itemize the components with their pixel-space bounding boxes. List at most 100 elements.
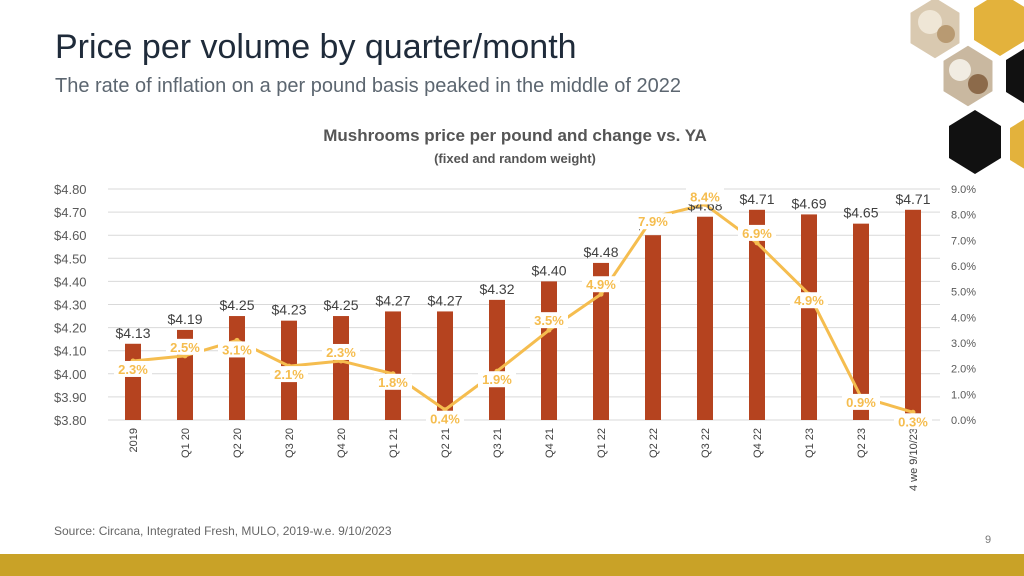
hexagon-cluster-icon (907, 0, 1024, 174)
line-value-label: 1.9% (482, 372, 512, 387)
line-value-label: 1.8% (378, 375, 408, 390)
bar-value-label: $4.71 (739, 191, 774, 207)
x-tick-label: Q1 20 (180, 428, 192, 458)
bar (385, 311, 401, 420)
x-tick-label: Q1 22 (596, 428, 608, 458)
line-point (754, 240, 760, 246)
page-subtitle: The rate of inflation on a per pound bas… (55, 75, 681, 97)
source-note: Source: Circana, Integrated Fresh, MULO,… (54, 524, 392, 538)
mushroom-cap-icon (918, 10, 942, 34)
x-tick-label: 2019 (128, 428, 140, 452)
chart-title: Mushrooms price per pound and change vs.… (323, 126, 707, 145)
bar (489, 299, 505, 420)
bar (905, 209, 921, 420)
line-label-box (686, 188, 724, 205)
bar (645, 235, 661, 420)
x-tick-label: 4 we 9/10/23 (908, 428, 920, 491)
x-tick-label: Q4 21 (544, 428, 556, 458)
bar-value-label: $4.27 (427, 292, 462, 308)
bar (853, 223, 869, 420)
bar (749, 209, 765, 420)
x-tick-label: Q3 22 (700, 428, 712, 458)
x-tick-label: Q2 23 (856, 428, 868, 458)
line-value-label: 2.5% (170, 340, 200, 355)
change-vs-ya-line (132, 202, 914, 414)
bar-value-label: $4.69 (791, 195, 826, 211)
page-title: Price per volume by quarter/month (55, 28, 577, 66)
x-tick-label: Q1 21 (388, 428, 400, 458)
y2-tick-label: 6.0% (951, 261, 976, 273)
y-tick-label: $4.70 (54, 205, 87, 220)
bar-value-label: $4.40 (531, 262, 566, 278)
y2-tick-label: 5.0% (951, 287, 976, 299)
page-number: 9 (985, 534, 992, 546)
y-tick-label: $4.00 (54, 367, 87, 382)
line-label-box (634, 213, 672, 230)
y-tick-label: $4.10 (54, 344, 87, 359)
line-point (598, 291, 604, 297)
x-tick-label: Q3 21 (492, 428, 504, 458)
y-tick-label: $4.80 (54, 182, 87, 197)
y2-tick-label: 4.0% (951, 312, 976, 324)
line-value-label: 8.4% (690, 189, 720, 204)
line-label-box (738, 224, 776, 241)
x-tick-label: Q4 22 (752, 428, 764, 458)
bar (333, 316, 349, 420)
line-value-label: 0.3% (898, 414, 928, 429)
line-label-box (426, 410, 464, 427)
line-label-box (322, 343, 360, 360)
line-label-box (374, 373, 412, 390)
hexagon-gold-icon (974, 0, 1024, 56)
x-tick-label: Q4 20 (336, 428, 348, 458)
line-value-label: 3.1% (222, 342, 252, 357)
line-value-label: 2.3% (326, 345, 356, 360)
hexagon-dark-icon (949, 110, 1001, 174)
line-point (546, 327, 552, 333)
line-value-label: 6.9% (742, 226, 772, 241)
line-value-label: 4.9% (794, 293, 824, 308)
footer-bar (0, 554, 1024, 576)
mushroom-cap-icon (968, 74, 988, 94)
bar-value-label: $4.25 (323, 297, 358, 313)
hexagon-gold-icon (1010, 119, 1024, 169)
chart-subtitle: (fixed and random weight) (434, 151, 596, 166)
bar-value-label: $4.13 (115, 325, 150, 341)
bar-value-label: $4.71 (895, 191, 930, 207)
line-label-box (530, 312, 568, 329)
y2-tick-label: 9.0% (951, 184, 976, 196)
bar-value-label: $4.23 (271, 302, 306, 318)
line-value-label: 7.9% (638, 214, 668, 229)
line-label-box (270, 366, 308, 383)
y-tick-label: $3.80 (54, 413, 87, 428)
x-tick-label: Q2 22 (648, 428, 660, 458)
line-label-box (478, 371, 516, 388)
line-value-label: 2.1% (274, 367, 304, 382)
line-label-box (166, 338, 204, 355)
bar (437, 311, 453, 420)
line-value-label: 4.9% (586, 277, 616, 292)
y-tick-label: $4.40 (54, 274, 87, 289)
bar-value-label: $4.25 (219, 297, 254, 313)
x-tick-label: Q2 20 (232, 428, 244, 458)
bar (801, 214, 817, 420)
bar (697, 216, 713, 420)
line-label-box (842, 393, 880, 410)
bar-value-label: $4.65 (843, 205, 878, 221)
y-tick-label: $4.60 (54, 228, 87, 243)
y2-tick-label: 3.0% (951, 338, 976, 350)
bar-value-label: $4.32 (479, 281, 514, 297)
line-value-label: 0.9% (846, 395, 876, 410)
y2-tick-label: 0.0% (951, 415, 976, 427)
line-label-box (790, 292, 828, 309)
line-value-label: 2.3% (118, 362, 148, 377)
x-tick-label: Q3 20 (284, 428, 296, 458)
y-tick-label: $4.30 (54, 298, 87, 313)
line-value-label: 3.5% (534, 313, 564, 328)
y-tick-label: $4.20 (54, 321, 87, 336)
hexagon-dark-icon (1006, 48, 1024, 104)
line-label-box (582, 276, 620, 293)
y-tick-label: $4.50 (54, 251, 87, 266)
bar-value-label: $4.19 (167, 311, 202, 327)
